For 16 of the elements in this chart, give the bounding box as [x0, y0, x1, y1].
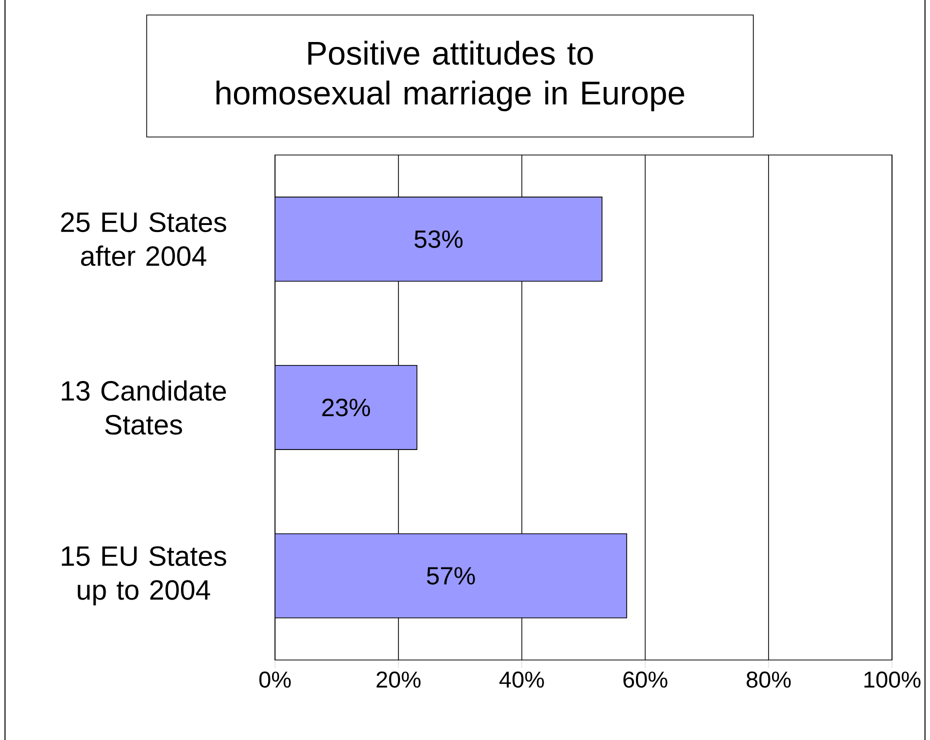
x-tick-label: 40% [499, 672, 544, 688]
x-tick-label: 20% [376, 672, 421, 688]
x-tick-label: 80% [746, 672, 791, 688]
data-label: 57% [426, 567, 475, 585]
y-tick-label: 13 Candidate States [62, 380, 226, 435]
x-tick-label: 100% [864, 672, 920, 688]
x-tick-label: 0% [259, 672, 291, 688]
y-tick-label: 25 EU States after 2004 [61, 212, 226, 266]
data-label: 53% [414, 230, 463, 248]
chart-title: Positive attitudes to homosexual marriage in Europe [216, 40, 684, 112]
bar [275, 196, 602, 282]
bar [275, 533, 628, 618]
x-tick-label: 60% [623, 672, 668, 688]
y-tick-label: 15 EU States up to 2004 [62, 546, 226, 606]
bar [275, 365, 418, 450]
data-label: 23% [322, 398, 370, 416]
